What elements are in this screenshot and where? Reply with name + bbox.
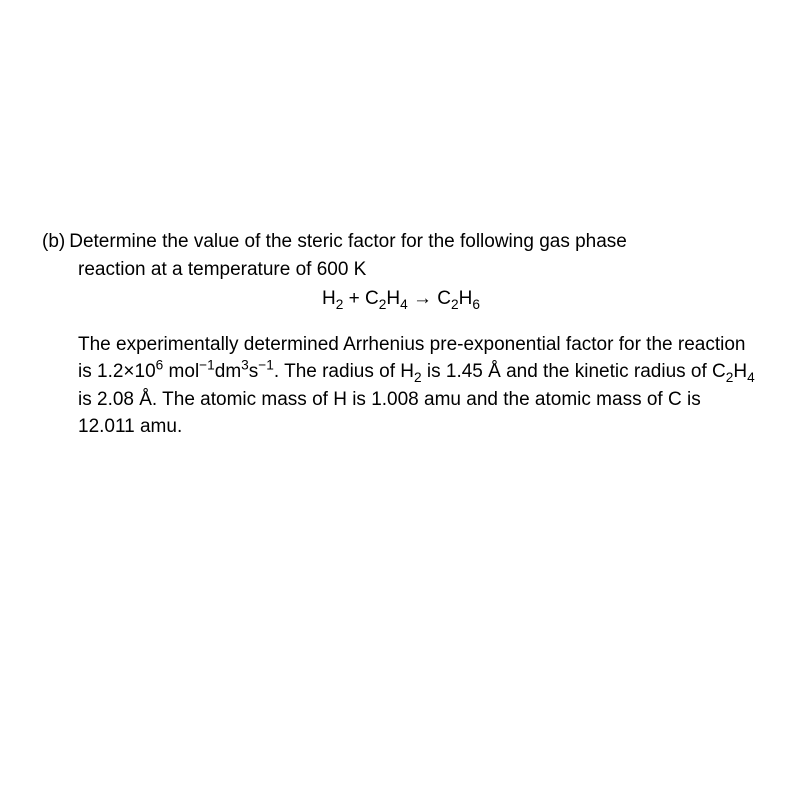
problem-first-line: (b) Determine the value of the steric fa… — [42, 228, 760, 256]
reaction-equation: H2 + C2H4 → C2H6 — [42, 285, 760, 313]
problem-intro-line1: Determine the value of the steric factor… — [69, 228, 627, 256]
problem-page: (b) Determine the value of the steric fa… — [0, 0, 802, 441]
problem-intro-line2: reaction at a temperature of 600 K — [78, 256, 760, 284]
problem-body: The experimentally determined Arrhenius … — [78, 331, 760, 441]
problem-label: (b) — [42, 228, 69, 256]
